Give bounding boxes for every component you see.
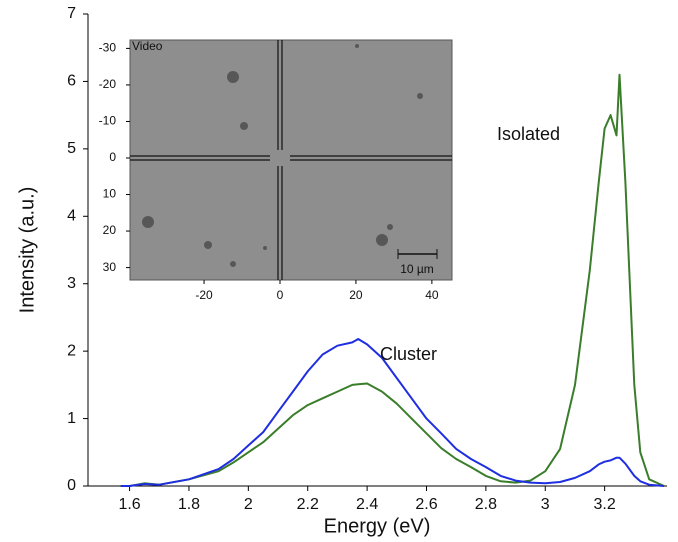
inset-speck (142, 216, 154, 228)
y-tick-label: 7 (67, 5, 76, 22)
x-tick-label: 1.6 (118, 496, 140, 513)
inset-speck (240, 122, 248, 130)
inset-speck (417, 93, 423, 99)
x-axis-label: Energy (eV) (324, 515, 431, 537)
inset-y-tick-label: -10 (99, 114, 117, 128)
series-line (120, 338, 665, 487)
x-tick-label: 1.8 (178, 496, 200, 513)
y-tick-label: 3 (67, 275, 76, 292)
x-tick-label: 2.2 (297, 496, 319, 513)
inset-y-tick-label: 10 (103, 187, 117, 201)
y-tick-label: 0 (67, 477, 76, 494)
inset-speck (387, 224, 393, 230)
inset-speck (263, 246, 267, 250)
y-tick-label: 4 (67, 208, 76, 225)
series-label: Cluster (380, 344, 437, 364)
inset-y-tick-label: 30 (103, 260, 117, 274)
x-tick-label: 2 (244, 496, 253, 513)
x-tick-label: 2.4 (356, 496, 378, 513)
inset: Video 10 µm -20 0 20 40 -30 -20 -10 0 10 20 30 (91, 37, 478, 302)
inset-x-tick-label: 40 (425, 288, 439, 302)
inset-y-tick-label: 0 (109, 150, 116, 164)
inset-label: Video (132, 39, 163, 53)
inset-x-tick-label: 0 (277, 288, 284, 302)
inset-x-tick-label: 20 (349, 288, 363, 302)
y-axis-label: Intensity (a.u.) (16, 187, 38, 314)
y-tick-label: 5 (67, 140, 76, 157)
inset-speck (355, 44, 359, 48)
inset-speck (227, 71, 239, 83)
x-tick-label: 3.2 (594, 496, 616, 513)
inset-x-tick-label: -20 (195, 288, 213, 302)
y-tick-label: 1 (67, 410, 76, 427)
series-label: Isolated (497, 124, 560, 144)
y-tick-label: 2 (67, 342, 76, 359)
x-tick-label: 3 (541, 496, 550, 513)
inset-y-tick-label: -20 (99, 77, 117, 91)
scale-bar-label: 10 µm (400, 262, 434, 276)
x-tick-label: 2.6 (415, 496, 437, 513)
inset-speck (230, 261, 236, 267)
inset-speck (376, 234, 388, 246)
inset-y-tick-label: -30 (99, 41, 117, 55)
series-line (120, 73, 665, 487)
x-tick-label: 2.8 (475, 496, 497, 513)
inset-y-tick-label: 20 (103, 223, 117, 237)
y-tick-label: 6 (67, 73, 76, 90)
inset-speck (204, 241, 212, 249)
